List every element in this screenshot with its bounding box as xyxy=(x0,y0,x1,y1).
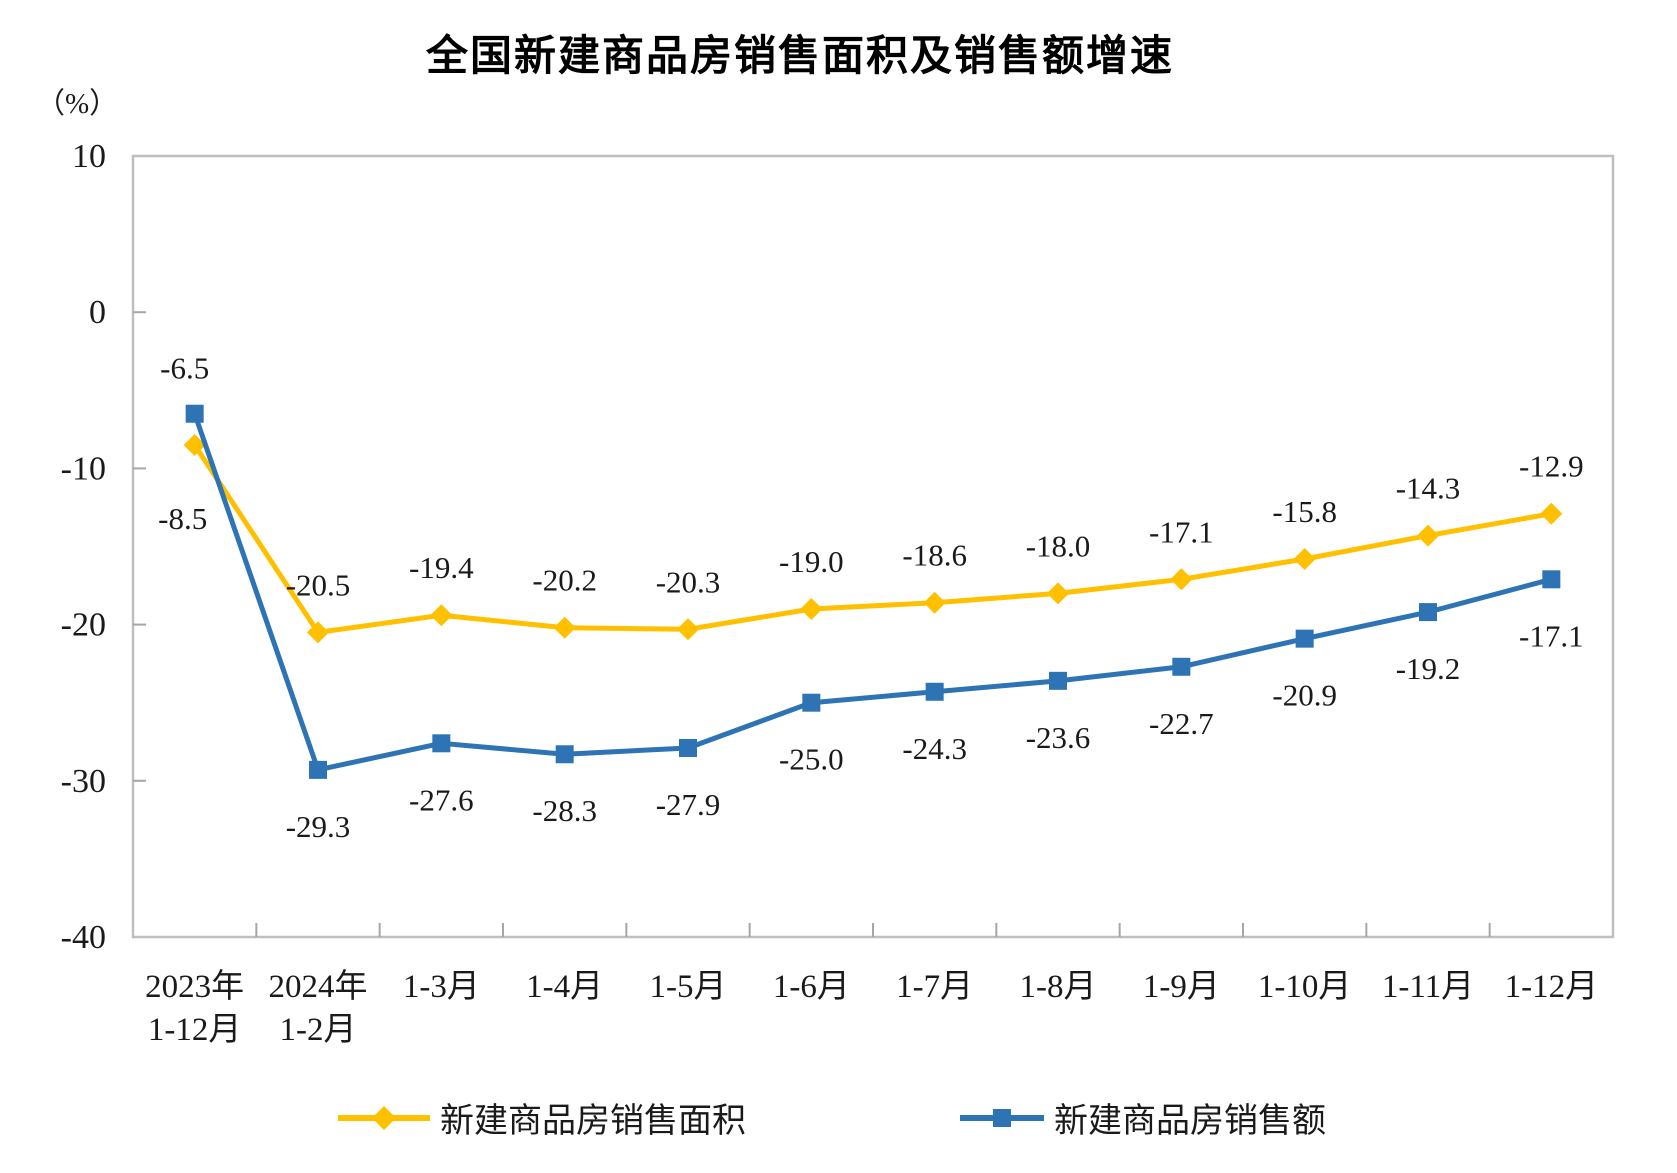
data-point-square-marker xyxy=(1049,671,1067,690)
data-point-diamond-marker xyxy=(430,604,453,627)
plot-border xyxy=(131,154,1615,939)
data-point-diamond-marker xyxy=(1047,582,1069,605)
x-axis-label: 1-7月 xyxy=(896,969,973,1005)
data-point-diamond-marker xyxy=(800,597,823,620)
data-point-diamond-marker xyxy=(1540,502,1563,525)
x-axis-label: 1-9月 xyxy=(1143,969,1220,1005)
x-axis-label: 1-12月 xyxy=(1505,969,1599,1005)
data-point-square-marker xyxy=(1542,570,1561,589)
data-label: -20.3 xyxy=(656,564,721,599)
data-label: -17.1 xyxy=(1149,514,1214,549)
data-label: -19.2 xyxy=(1396,651,1461,686)
x-axis-label: 2023年 xyxy=(145,968,244,1005)
x-axis-label: 1-12月 xyxy=(148,1012,242,1048)
data-point-diamond-marker xyxy=(553,616,576,639)
data-label: -8.5 xyxy=(158,501,207,536)
data-point-square-marker xyxy=(432,734,451,753)
data-point-diamond-marker xyxy=(183,433,206,456)
data-label: -20.5 xyxy=(286,567,351,602)
x-axis-label: 1-6月 xyxy=(773,969,850,1005)
y-axis-tick-label: 10 xyxy=(72,138,106,175)
data-label: -12.9 xyxy=(1519,449,1584,484)
y-axis-tick-label: 0 xyxy=(89,294,106,331)
data-point-diamond-marker xyxy=(1293,547,1316,570)
y-axis-tick-label: -30 xyxy=(61,763,106,800)
data-label: -14.3 xyxy=(1396,471,1461,506)
data-point-square-marker xyxy=(925,682,944,701)
data-point-square-marker xyxy=(679,738,697,757)
data-point-square-marker xyxy=(802,693,821,712)
data-label: -22.7 xyxy=(1149,706,1214,741)
x-axis-label: 1-11月 xyxy=(1382,969,1474,1005)
y-axis-tick-label: -10 xyxy=(61,450,106,487)
x-axis-label: 1-8月 xyxy=(1020,969,1097,1005)
x-axis-label: 2024年 xyxy=(269,968,368,1005)
x-axis-label: 1-10月 xyxy=(1258,969,1352,1005)
data-point-square-marker xyxy=(1419,603,1437,622)
data-point-square-marker xyxy=(1295,629,1314,648)
chart-title: 全国新建商品房销售面积及销售额增速 xyxy=(425,32,1174,79)
data-label: -29.3 xyxy=(286,809,351,844)
data-label: -15.8 xyxy=(1272,494,1337,529)
data-label: -17.1 xyxy=(1519,618,1584,653)
x-axis-label: 1-5月 xyxy=(650,969,727,1005)
y-axis-tick-label: -20 xyxy=(61,607,106,644)
data-point-square-marker xyxy=(1172,657,1191,676)
series-line-sales-amount xyxy=(192,411,1554,773)
data-point-square-marker xyxy=(555,745,574,764)
data-point-diamond-marker xyxy=(923,591,946,614)
data-point-diamond-marker xyxy=(1170,568,1193,591)
data-label: -20.9 xyxy=(1272,678,1337,713)
data-point-square-marker xyxy=(309,760,327,779)
data-label: -27.6 xyxy=(409,782,474,817)
x-axis-label: 1-2月 xyxy=(280,1012,357,1048)
x-axis-label: 1-4月 xyxy=(526,969,603,1005)
data-label: -24.3 xyxy=(902,731,967,766)
data-point-square-marker xyxy=(185,404,204,423)
data-label: -18.6 xyxy=(902,538,967,573)
data-point-diamond-marker xyxy=(307,621,329,644)
data-point-diamond-marker xyxy=(1417,524,1439,547)
y-axis-tick-label: -40 xyxy=(61,919,106,956)
data-label: -27.9 xyxy=(656,787,721,822)
data-label: -20.2 xyxy=(532,563,597,598)
series-line-sales-area xyxy=(192,442,1554,635)
data-label: -28.3 xyxy=(532,793,597,828)
x-axis-label: 1-3月 xyxy=(403,969,480,1005)
data-label: -25.0 xyxy=(779,742,844,777)
data-label: -23.6 xyxy=(1026,720,1091,755)
y-axis-unit-label: （%） xyxy=(36,88,119,120)
data-label: -19.0 xyxy=(779,544,844,579)
data-label: -19.4 xyxy=(409,550,474,585)
data-label: -6.5 xyxy=(160,351,209,386)
data-label: -18.0 xyxy=(1026,528,1091,563)
data-point-diamond-marker xyxy=(677,618,699,641)
